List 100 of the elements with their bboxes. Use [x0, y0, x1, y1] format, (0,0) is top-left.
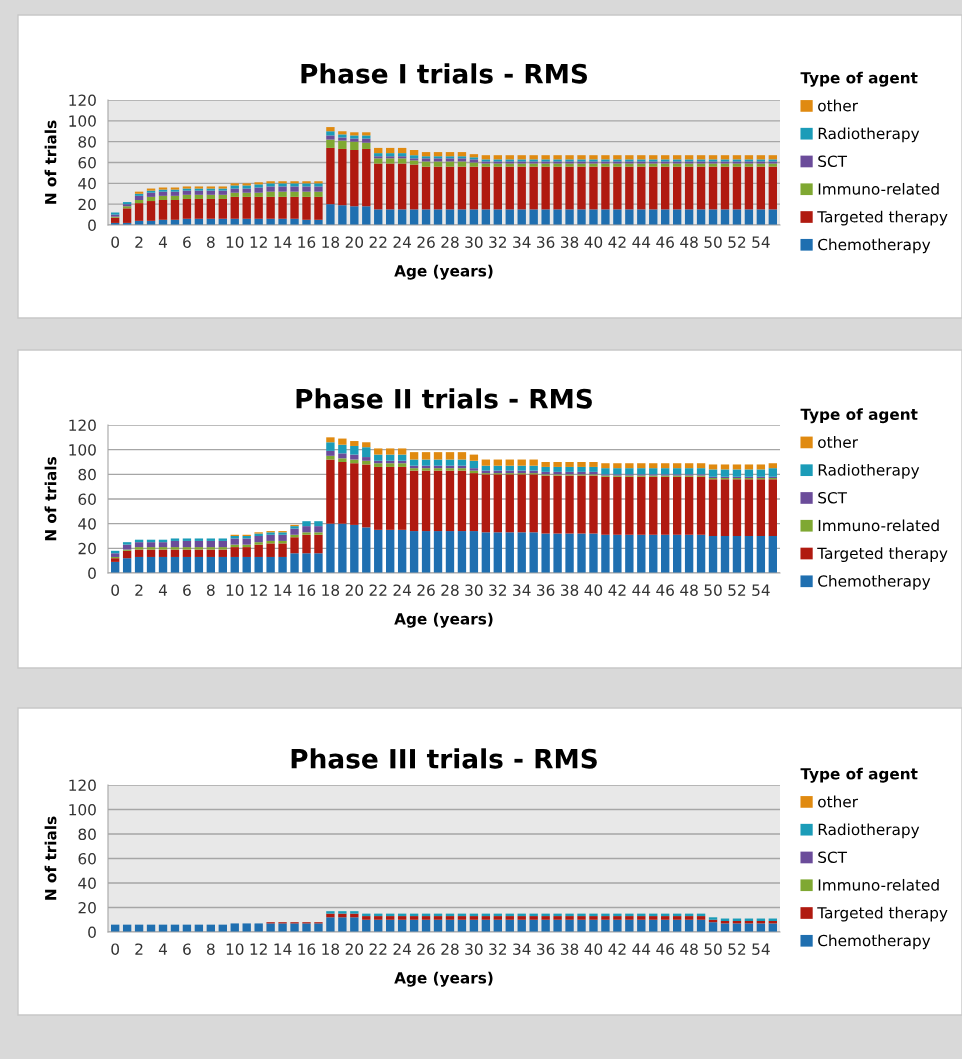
legend-label: Radiotherapy: [818, 823, 920, 839]
x-tick-label: 22: [369, 584, 387, 596]
chart-title: Phase III trials - RMS: [291, 748, 597, 769]
x-tick-label: 16: [298, 943, 316, 955]
y-tick-label: 0: [88, 926, 96, 939]
x-tick-label: 2: [135, 584, 143, 596]
x-tick-label: 46: [656, 584, 674, 596]
y-tick-label: 60: [78, 852, 96, 865]
x-tick-label: 36: [537, 584, 555, 596]
x-tick-label: 18: [322, 236, 340, 248]
x-tick-label: 46: [656, 943, 674, 955]
x-tick-label: 32: [489, 943, 506, 955]
legend-label: SCT: [818, 851, 848, 863]
y-axis-title: N of trials: [44, 816, 57, 900]
legend-label: Immuno-related: [818, 182, 939, 195]
x-tick-label: 12: [250, 943, 267, 955]
x-tick-label: 26: [417, 236, 435, 248]
x-tick-label: 54: [752, 943, 770, 955]
x-tick-label: 42: [608, 584, 626, 596]
x-tick-label: 8: [207, 584, 215, 596]
x-tick-label: 34: [513, 943, 531, 955]
legend-title: Type of agent: [800, 71, 918, 87]
x-tick-label: 54: [752, 236, 770, 248]
x-tick-label: 36: [537, 236, 555, 248]
x-tick-label: 36: [537, 943, 555, 955]
legend-label: Radiotherapy: [818, 463, 920, 479]
x-tick-label: 24: [393, 236, 412, 248]
x-tick-label: 46: [656, 236, 674, 248]
x-tick-label: 52: [728, 943, 746, 955]
x-tick-label: 50: [704, 943, 722, 955]
y-tick-label: 120: [69, 419, 96, 432]
legend-label: SCT: [818, 155, 848, 167]
x-tick-label: 20: [345, 236, 364, 248]
legend-label: SCT: [818, 491, 848, 504]
legend-label: other: [818, 436, 858, 448]
x-tick-label: 28: [441, 236, 459, 248]
x-tick-label: 12: [250, 236, 267, 248]
x-tick-label: 2: [135, 943, 143, 955]
y-tick-label: 80: [78, 136, 96, 148]
legend-label: Immuno-related: [818, 878, 939, 891]
x-tick-label: 30: [465, 943, 483, 955]
x-tick-label: 42: [608, 236, 626, 248]
x-tick-label: 10: [226, 584, 244, 596]
x-tick-label: 16: [298, 584, 316, 596]
x-tick-label: 18: [322, 943, 340, 955]
legend-label: Radiotherapy: [818, 127, 920, 143]
y-tick-label: 20: [78, 901, 96, 914]
legend-title: Type of agent: [800, 767, 918, 783]
x-tick-label: 16: [298, 236, 316, 248]
x-tick-label: 50: [704, 236, 722, 248]
x-tick-label: 32: [489, 236, 506, 248]
x-tick-label: 6: [183, 943, 191, 955]
y-tick-label: 120: [69, 94, 96, 107]
y-axis-title: N of trials: [44, 120, 57, 204]
x-tick-label: 4: [158, 943, 168, 955]
x-tick-label: 26: [417, 943, 435, 955]
x-tick-label: 6: [183, 584, 191, 596]
x-tick-label: 28: [441, 943, 459, 955]
x-tick-label: 40: [584, 236, 603, 248]
x-tick-label: 32: [489, 584, 506, 596]
y-tick-label: 100: [69, 444, 96, 456]
x-tick-label: 38: [561, 236, 579, 248]
x-tick-label: 34: [513, 584, 531, 596]
x-tick-label: 48: [680, 236, 698, 248]
x-tick-label: 28: [441, 584, 459, 596]
y-tick-label: 80: [78, 828, 96, 841]
x-tick-label: 40: [584, 584, 603, 596]
x-axis-title: Age (years): [394, 612, 493, 628]
y-tick-label: 20: [78, 198, 96, 211]
legend-label: Chemotherapy: [818, 934, 931, 950]
x-tick-label: 8: [207, 943, 215, 955]
x-tick-label: 54: [752, 584, 770, 596]
x-tick-label: 14: [274, 236, 292, 248]
x-tick-label: 14: [274, 584, 292, 596]
y-tick-label: 60: [78, 156, 96, 169]
y-tick-label: 60: [78, 493, 96, 506]
x-tick-label: 38: [561, 943, 579, 955]
chart-title: Phase I trials - RMS: [301, 63, 588, 84]
x-tick-label: 8: [207, 236, 215, 248]
x-tick-label: 48: [680, 943, 698, 955]
y-tick-label: 20: [78, 542, 96, 555]
y-tick-label: 100: [69, 115, 96, 127]
x-tick-label: 30: [465, 236, 483, 248]
x-tick-label: 4: [158, 236, 168, 248]
x-tick-label: 40: [584, 943, 603, 955]
legend-label: Targeted therapy: [817, 906, 948, 922]
x-tick-label: 0: [111, 584, 120, 596]
x-tick-label: 2: [135, 236, 143, 248]
y-tick-label: 40: [78, 518, 96, 530]
x-tick-label: 44: [632, 236, 651, 248]
y-tick-label: 0: [88, 567, 96, 580]
x-axis-title: Age (years): [394, 971, 493, 987]
x-tick-label: 50: [704, 584, 722, 596]
x-tick-label: 20: [345, 584, 364, 596]
legend-label: other: [818, 99, 858, 112]
y-tick-label: 0: [88, 219, 96, 232]
y-tick-label: 120: [69, 779, 96, 792]
x-tick-label: 52: [728, 584, 746, 596]
x-tick-label: 20: [345, 943, 364, 955]
x-tick-label: 52: [728, 236, 746, 248]
